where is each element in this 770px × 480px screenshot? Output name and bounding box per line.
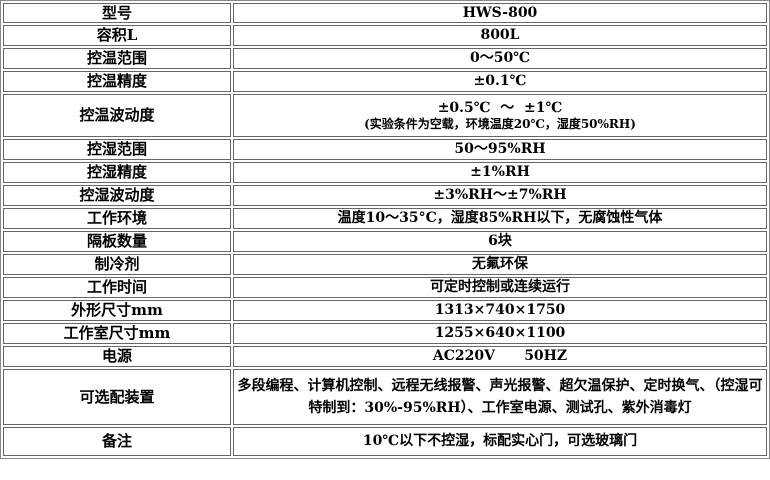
table-row: 控温波动度 ±0.5℃ ～ ±1℃ (实验条件为空载，环境温度20℃，湿度50%RH… — [3, 94, 767, 137]
spec-value-cell: ±0.5℃ ～ ±1℃ (实验条件为空载，环境温度20℃，湿度50%RH) — [233, 94, 767, 137]
spec-value-cell: HWS-800 — [233, 3, 767, 23]
spec-value: 800L — [480, 27, 520, 43]
spec-label: 制冷剂 — [3, 254, 231, 275]
spec-value-cell: 多段编程、计算机控制、远程无线报警、声光报警、超欠温保护、定时换气、（控湿可特制… — [233, 369, 767, 425]
table-row: 电源 AC220V 50HZ — [3, 346, 767, 367]
spec-value: 10℃以下不控湿，标配实心门，可选玻璃门 — [362, 433, 638, 449]
spec-value-cell: ±3%RH～±7%RH — [233, 185, 767, 206]
spec-label: 容积L — [3, 25, 231, 46]
spec-label: 可选配装置 — [3, 369, 231, 425]
spec-value: ±1%RH — [470, 164, 530, 180]
spec-value: 多段编程、计算机控制、远程无线报警、声光报警、超欠温保护、定时换气、（控湿可特制… — [237, 378, 763, 416]
spec-value: 1313×740×1750 — [434, 302, 566, 318]
spec-value-cell: AC220V 50HZ — [233, 346, 767, 367]
spec-label: 控湿精度 — [3, 162, 231, 183]
spec-value-cell: ±0.1℃ — [233, 71, 767, 92]
table-row: 控湿范围 50～95%RH — [3, 139, 767, 160]
table-row: 控温精度 ±0.1℃ — [3, 71, 767, 92]
spec-label: 工作室尺寸mm — [3, 323, 231, 344]
spec-value: 1255×640×1100 — [434, 325, 566, 341]
table-row: 控湿精度 ±1%RH — [3, 162, 767, 183]
table-row: 控湿波动度 ±3%RH～±7%RH — [3, 185, 767, 206]
spec-label: 隔板数量 — [3, 231, 231, 252]
spec-value-cell: 无氟环保 — [233, 254, 767, 275]
spec-value-cell: ±1%RH — [233, 162, 767, 183]
spec-label: 控湿波动度 — [3, 185, 231, 206]
spec-value: 无氟环保 — [472, 256, 528, 272]
spec-label: 控温精度 — [3, 71, 231, 92]
spec-value-cell: 温度10～35°C，湿度85%RH以下，无腐蚀性气体 — [233, 208, 767, 229]
spec-label: 工作环境 — [3, 208, 231, 229]
table-row: 容积L 800L — [3, 25, 767, 46]
spec-value-cell: 可定时控制或连续运行 — [233, 277, 767, 298]
spec-table: 型号 HWS-800 容积L 800L 控温范围 0～50℃ 控温精度 ±0.1℃ 控温波动度 ±… — [0, 0, 770, 459]
table-row: 型号 HWS-800 — [3, 3, 767, 23]
spec-label: 工作时间 — [3, 277, 231, 298]
table-row: 工作环境 温度10～35°C，湿度85%RH以下，无腐蚀性气体 — [3, 208, 767, 229]
spec-value-cell: 10℃以下不控湿，标配实心门，可选玻璃门 — [233, 427, 767, 456]
spec-value-cell: 1313×740×1750 — [233, 300, 767, 321]
table-row: 工作时间 可定时控制或连续运行 — [3, 277, 767, 298]
spec-value-cell: 6块 — [233, 231, 767, 252]
table-row: 隔板数量 6块 — [3, 231, 767, 252]
table-row: 制冷剂 无氟环保 — [3, 254, 767, 275]
spec-value-cell: 50～95%RH — [233, 139, 767, 160]
spec-value-cell: 0～50℃ — [233, 48, 767, 69]
spec-label: 控温波动度 — [3, 94, 231, 137]
spec-label: 控湿范围 — [3, 139, 231, 160]
spec-value: 0～50℃ — [470, 50, 530, 66]
table-row: 控温范围 0～50℃ — [3, 48, 767, 69]
table-row: 可选配装置 多段编程、计算机控制、远程无线报警、声光报警、超欠温保护、定时换气、（… — [3, 369, 767, 425]
table-row: 备注 10℃以下不控湿，标配实心门，可选玻璃门 — [3, 427, 767, 456]
spec-value: AC220V 50HZ — [432, 348, 568, 364]
spec-value: 温度10～35°C，湿度85%RH以下，无腐蚀性气体 — [337, 210, 663, 226]
spec-label: 电源 — [3, 346, 231, 367]
spec-value: 6块 — [488, 233, 512, 249]
table-row: 工作室尺寸mm 1255×640×1100 — [3, 323, 767, 344]
spec-label: 外形尺寸mm — [3, 300, 231, 321]
spec-label: 控温范围 — [3, 48, 231, 69]
spec-value-cell: 800L — [233, 25, 767, 46]
spec-label: 备注 — [3, 427, 231, 456]
table-row: 外形尺寸mm 1313×740×1750 — [3, 300, 767, 321]
spec-label: 型号 — [3, 3, 231, 23]
spec-value: 可定时控制或连续运行 — [430, 279, 570, 295]
spec-value: ±0.1℃ — [473, 73, 527, 89]
spec-value: HWS-800 — [462, 4, 538, 21]
spec-value: 50～95%RH — [454, 141, 546, 157]
spec-note: (实验条件为空载，环境温度20℃，湿度50%RH) — [364, 117, 636, 131]
spec-value: ±0.5℃ ～ ±1℃ — [437, 100, 563, 116]
spec-value: ±3%RH～±7%RH — [433, 187, 567, 203]
spec-value-cell: 1255×640×1100 — [233, 323, 767, 344]
